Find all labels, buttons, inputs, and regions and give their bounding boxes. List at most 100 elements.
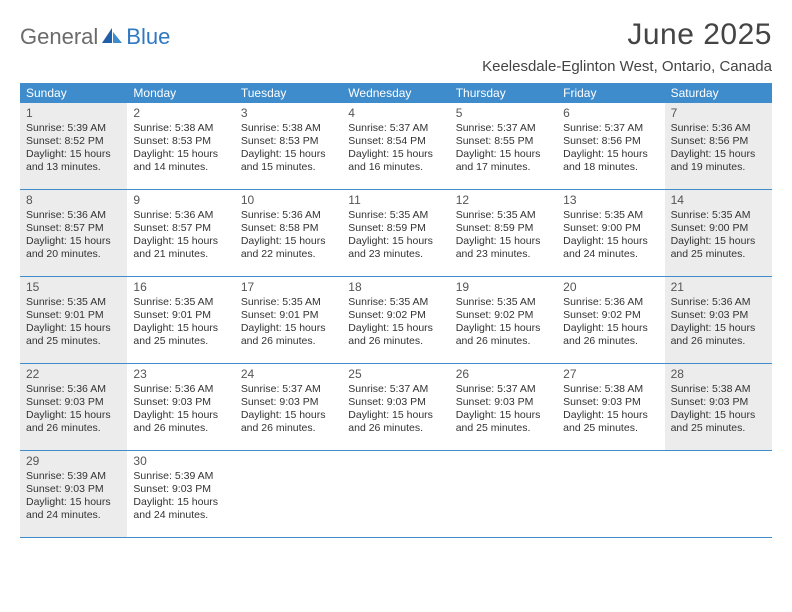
sunset-text: Sunset: 8:55 PM <box>456 135 551 148</box>
day-cell: 25Sunrise: 5:37 AMSunset: 9:03 PMDayligh… <box>342 364 449 450</box>
day-cell: 20Sunrise: 5:36 AMSunset: 9:02 PMDayligh… <box>557 277 664 363</box>
day-number: 15 <box>26 280 121 294</box>
sunrise-text: Sunrise: 5:36 AM <box>671 296 766 309</box>
title-block: June 2025 Keelesdale-Eglinton West, Onta… <box>482 18 772 75</box>
daylight-text-1: Daylight: 15 hours <box>133 496 228 509</box>
day-cell: 29Sunrise: 5:39 AMSunset: 9:03 PMDayligh… <box>20 451 127 537</box>
daylight-text-2: and 26 minutes. <box>348 335 443 348</box>
sunrise-text: Sunrise: 5:39 AM <box>26 122 121 135</box>
page: General Blue June 2025 Keelesdale-Eglint… <box>0 0 792 538</box>
day-number: 3 <box>241 106 336 120</box>
sunset-text: Sunset: 8:56 PM <box>563 135 658 148</box>
daylight-text-2: and 26 minutes. <box>671 335 766 348</box>
sunset-text: Sunset: 8:59 PM <box>456 222 551 235</box>
day-number: 24 <box>241 367 336 381</box>
day-cell: 7Sunrise: 5:36 AMSunset: 8:56 PMDaylight… <box>665 103 772 189</box>
sunrise-text: Sunrise: 5:36 AM <box>26 383 121 396</box>
day-cell: 26Sunrise: 5:37 AMSunset: 9:03 PMDayligh… <box>450 364 557 450</box>
daylight-text-1: Daylight: 15 hours <box>456 409 551 422</box>
day-number: 30 <box>133 454 228 468</box>
day-cell: 28Sunrise: 5:38 AMSunset: 9:03 PMDayligh… <box>665 364 772 450</box>
sunset-text: Sunset: 8:53 PM <box>133 135 228 148</box>
daylight-text-1: Daylight: 15 hours <box>133 148 228 161</box>
sunrise-text: Sunrise: 5:35 AM <box>456 209 551 222</box>
sunrise-text: Sunrise: 5:35 AM <box>456 296 551 309</box>
daylight-text-2: and 18 minutes. <box>563 161 658 174</box>
day-cell: 2Sunrise: 5:38 AMSunset: 8:53 PMDaylight… <box>127 103 234 189</box>
daylight-text-1: Daylight: 15 hours <box>133 235 228 248</box>
sunset-text: Sunset: 9:03 PM <box>348 396 443 409</box>
daylight-text-2: and 25 minutes. <box>671 248 766 261</box>
sunrise-text: Sunrise: 5:36 AM <box>241 209 336 222</box>
daylight-text-2: and 25 minutes. <box>133 335 228 348</box>
daylight-text-2: and 22 minutes. <box>241 248 336 261</box>
daylight-text-1: Daylight: 15 hours <box>26 409 121 422</box>
sunset-text: Sunset: 9:02 PM <box>456 309 551 322</box>
daylight-text-2: and 16 minutes. <box>348 161 443 174</box>
day-number: 4 <box>348 106 443 120</box>
day-number: 14 <box>671 193 766 207</box>
dow-sunday: Sunday <box>20 83 127 103</box>
sunrise-text: Sunrise: 5:37 AM <box>563 122 658 135</box>
sunset-text: Sunset: 8:58 PM <box>241 222 336 235</box>
day-cell <box>235 451 342 537</box>
daylight-text-1: Daylight: 15 hours <box>26 322 121 335</box>
sunset-text: Sunset: 9:01 PM <box>26 309 121 322</box>
day-number: 12 <box>456 193 551 207</box>
daylight-text-2: and 26 minutes. <box>563 335 658 348</box>
daylight-text-2: and 24 minutes. <box>26 509 121 522</box>
dow-thursday: Thursday <box>450 83 557 103</box>
sunset-text: Sunset: 9:01 PM <box>241 309 336 322</box>
day-number: 22 <box>26 367 121 381</box>
day-number: 6 <box>563 106 658 120</box>
dow-saturday: Saturday <box>665 83 772 103</box>
dow-wednesday: Wednesday <box>342 83 449 103</box>
day-number: 11 <box>348 193 443 207</box>
daylight-text-2: and 15 minutes. <box>241 161 336 174</box>
day-number: 28 <box>671 367 766 381</box>
daylight-text-2: and 25 minutes. <box>26 335 121 348</box>
sunrise-text: Sunrise: 5:38 AM <box>563 383 658 396</box>
daylight-text-1: Daylight: 15 hours <box>241 148 336 161</box>
daylight-text-2: and 17 minutes. <box>456 161 551 174</box>
daylight-text-2: and 26 minutes. <box>241 422 336 435</box>
day-cell: 11Sunrise: 5:35 AMSunset: 8:59 PMDayligh… <box>342 190 449 276</box>
daylight-text-1: Daylight: 15 hours <box>26 148 121 161</box>
daylight-text-1: Daylight: 15 hours <box>671 235 766 248</box>
day-number: 17 <box>241 280 336 294</box>
daylight-text-2: and 24 minutes. <box>563 248 658 261</box>
day-number: 25 <box>348 367 443 381</box>
day-cell: 24Sunrise: 5:37 AMSunset: 9:03 PMDayligh… <box>235 364 342 450</box>
day-cell: 16Sunrise: 5:35 AMSunset: 9:01 PMDayligh… <box>127 277 234 363</box>
daylight-text-2: and 25 minutes. <box>563 422 658 435</box>
sunrise-text: Sunrise: 5:38 AM <box>671 383 766 396</box>
daylight-text-1: Daylight: 15 hours <box>26 496 121 509</box>
day-cell: 5Sunrise: 5:37 AMSunset: 8:55 PMDaylight… <box>450 103 557 189</box>
daylight-text-2: and 19 minutes. <box>671 161 766 174</box>
sunrise-text: Sunrise: 5:37 AM <box>348 383 443 396</box>
week-row: 29Sunrise: 5:39 AMSunset: 9:03 PMDayligh… <box>20 451 772 538</box>
daylight-text-2: and 26 minutes. <box>26 422 121 435</box>
daylight-text-2: and 21 minutes. <box>133 248 228 261</box>
weeks-container: 1Sunrise: 5:39 AMSunset: 8:52 PMDaylight… <box>20 103 772 538</box>
sunrise-text: Sunrise: 5:37 AM <box>456 383 551 396</box>
day-cell: 14Sunrise: 5:35 AMSunset: 9:00 PMDayligh… <box>665 190 772 276</box>
daylight-text-1: Daylight: 15 hours <box>563 148 658 161</box>
day-number: 21 <box>671 280 766 294</box>
daylight-text-2: and 13 minutes. <box>26 161 121 174</box>
daylight-text-1: Daylight: 15 hours <box>671 148 766 161</box>
sunrise-text: Sunrise: 5:39 AM <box>133 470 228 483</box>
sunset-text: Sunset: 9:02 PM <box>348 309 443 322</box>
daylight-text-1: Daylight: 15 hours <box>26 235 121 248</box>
sunrise-text: Sunrise: 5:35 AM <box>133 296 228 309</box>
month-title: June 2025 <box>482 18 772 52</box>
sunrise-text: Sunrise: 5:35 AM <box>241 296 336 309</box>
calendar: Sunday Monday Tuesday Wednesday Thursday… <box>20 83 772 538</box>
day-number: 1 <box>26 106 121 120</box>
sunrise-text: Sunrise: 5:35 AM <box>671 209 766 222</box>
daylight-text-2: and 25 minutes. <box>456 422 551 435</box>
day-number: 20 <box>563 280 658 294</box>
daylight-text-1: Daylight: 15 hours <box>241 322 336 335</box>
sunset-text: Sunset: 8:54 PM <box>348 135 443 148</box>
dow-tuesday: Tuesday <box>235 83 342 103</box>
